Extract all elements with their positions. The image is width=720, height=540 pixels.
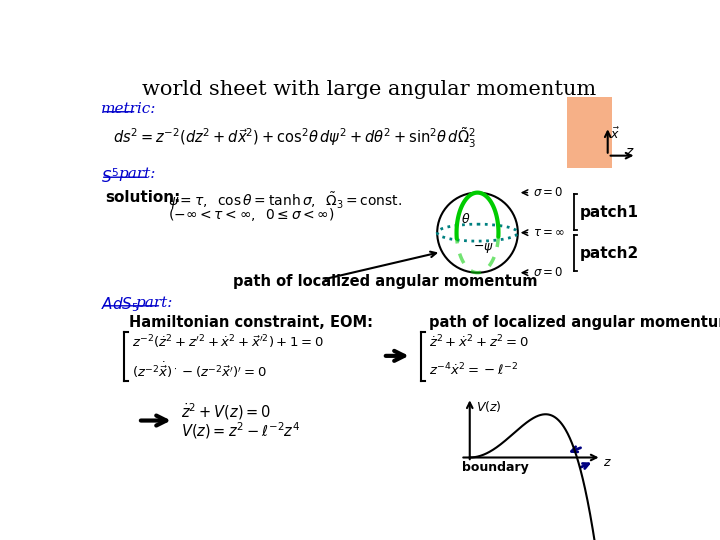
Text: $AdS_5$: $AdS_5$ [101,296,139,314]
Text: patch1: patch1 [580,205,639,220]
Text: path of localized angular momentum: path of localized angular momentum [233,274,538,289]
Text: $\sigma = 0$: $\sigma = 0$ [534,266,564,279]
Text: $(z^{-2}\dot{\vec{x}})^\cdot-(z^{-2}\vec{x}^{\prime})^\prime=0$: $(z^{-2}\dot{\vec{x}})^\cdot-(z^{-2}\vec… [132,361,266,381]
Text: world sheet with large angular momentum: world sheet with large angular momentum [142,80,596,99]
Text: $V(z)=z^2-\ell^{-2}z^4$: $V(z)=z^2-\ell^{-2}z^4$ [181,420,301,441]
Text: $z$: $z$ [603,456,612,469]
Text: $\psi = \tau,\;\;\cos\theta = \tanh\sigma,\;\;\tilde{\Omega}_3 = \mathrm{const.}: $\psi = \tau,\;\;\cos\theta = \tanh\sigm… [168,190,402,211]
FancyBboxPatch shape [567,97,611,168]
Text: $\dot{z}^2+V(z)=0$: $\dot{z}^2+V(z)=0$ [181,401,271,422]
Text: $z^{-2}(\dot{z}^2+z^{\prime 2}+\dot{x}^2+\vec{x}^{\prime 2})+1=0$: $z^{-2}(\dot{z}^2+z^{\prime 2}+\dot{x}^2… [132,333,324,350]
Text: patch2: patch2 [580,246,639,261]
Text: Hamiltonian constraint, EOM:: Hamiltonian constraint, EOM: [129,315,373,330]
Text: metric:: metric: [101,102,156,116]
Text: $-\psi$: $-\psi$ [473,241,494,255]
Text: $V(z)$: $V(z)$ [476,399,502,414]
Text: $(-\infty < \tau < \infty,\;\;0 \leq \sigma < \infty)$: $(-\infty < \tau < \infty,\;\;0 \leq \si… [168,206,334,222]
Text: $S^5$: $S^5$ [101,167,120,186]
Text: $\theta$: $\theta$ [462,212,471,226]
Text: $\dot{z}^2+\dot{x}^2+z^2=0$: $\dot{z}^2+\dot{x}^2+z^2=0$ [428,334,528,350]
Text: $\tau = \infty$: $\tau = \infty$ [534,226,565,239]
Text: boundary: boundary [462,461,528,474]
Text: $z$: $z$ [625,145,634,159]
Text: $ds^2 = z^{-2}(dz^2+d\vec{x}^2)+\cos^2\!\theta\,d\psi^2+d\theta^2+\sin^2\!\theta: $ds^2 = z^{-2}(dz^2+d\vec{x}^2)+\cos^2\!… [113,126,477,150]
Text: $\sigma = 0$: $\sigma = 0$ [534,186,564,199]
Text: path of localized angular momentum: path of localized angular momentum [428,315,720,330]
Text: $\vec{x}$: $\vec{x}$ [610,126,620,141]
Text: solution:: solution: [106,190,181,205]
Text: part:: part: [119,167,156,181]
Text: part:: part: [135,296,172,310]
Text: $z^{-4}\dot{x}^2=-\ell^{-2}$: $z^{-4}\dot{x}^2=-\ell^{-2}$ [428,362,518,379]
